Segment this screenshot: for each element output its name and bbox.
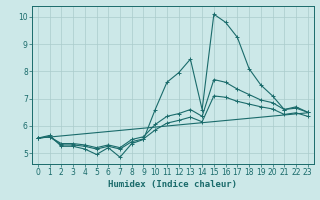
- X-axis label: Humidex (Indice chaleur): Humidex (Indice chaleur): [108, 180, 237, 189]
